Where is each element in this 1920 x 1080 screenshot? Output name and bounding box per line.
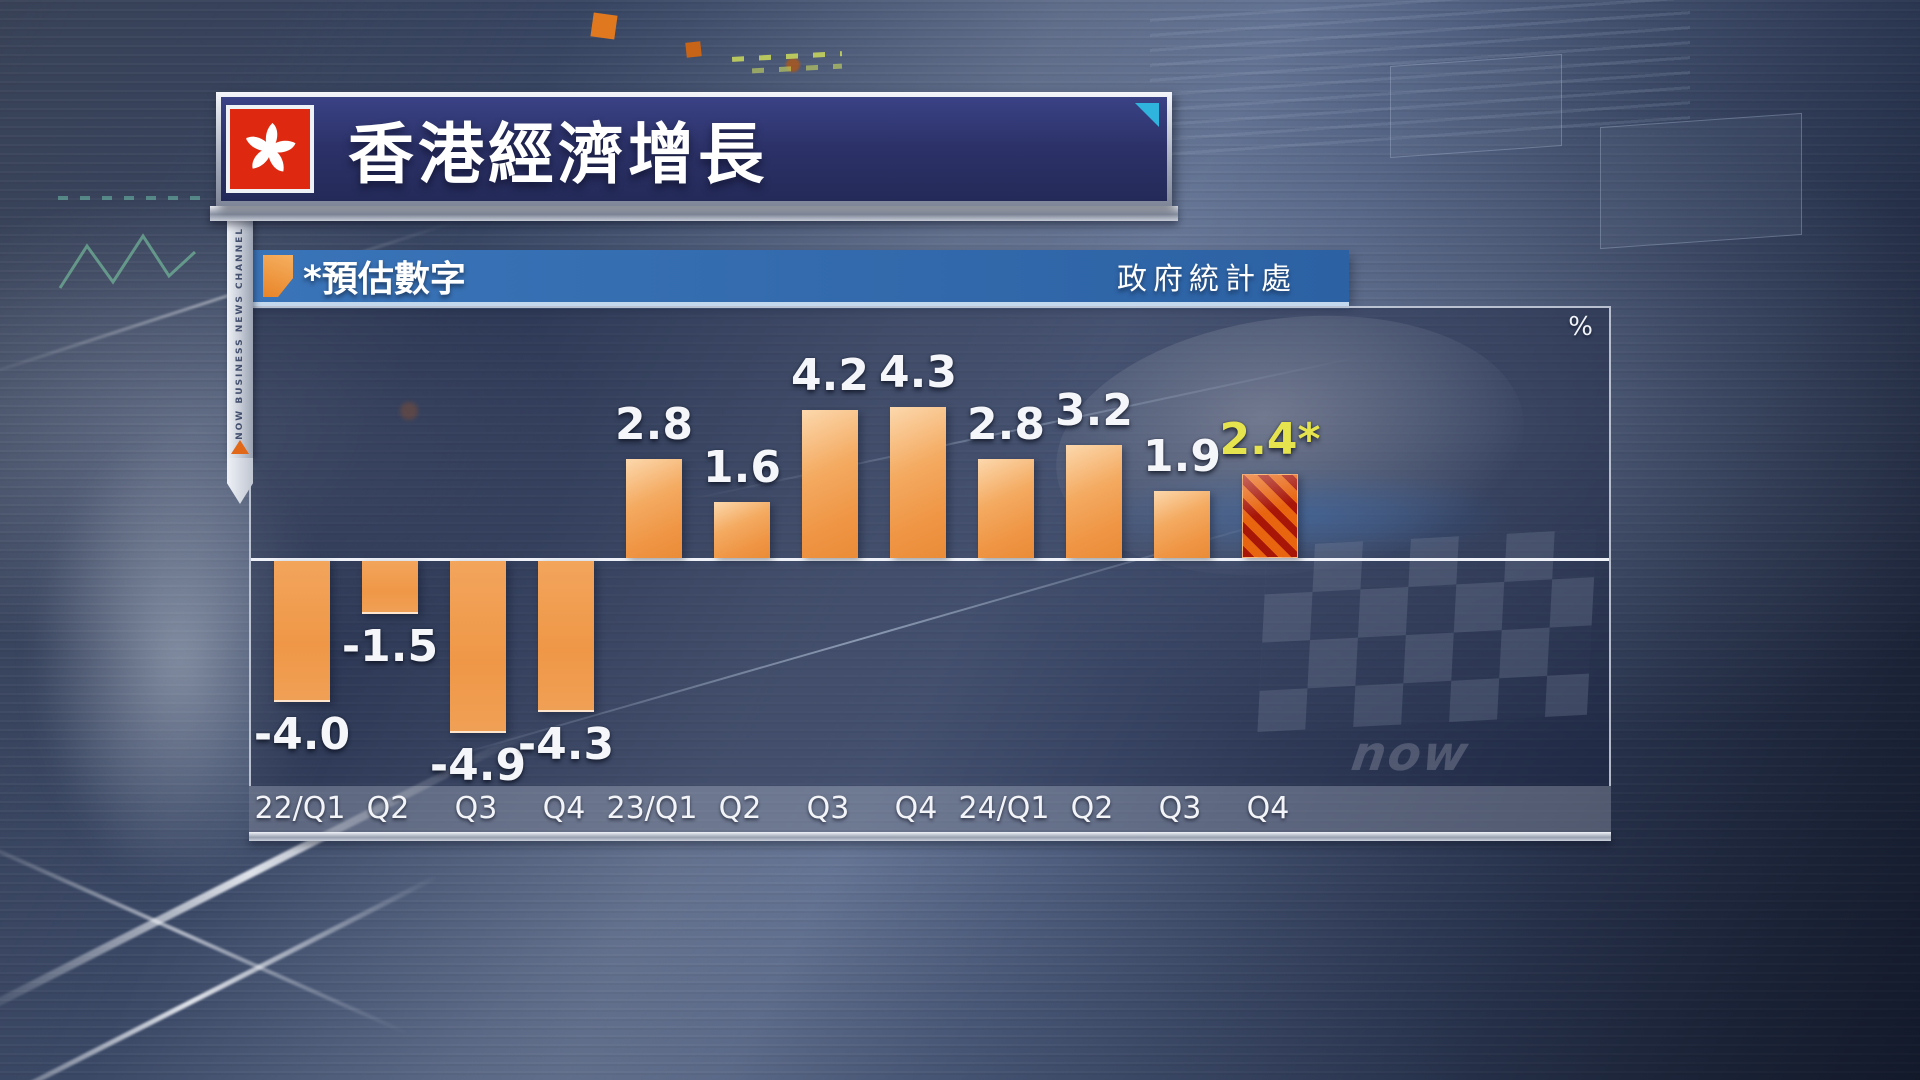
value-label-Q4: 2.4* (1219, 413, 1321, 465)
yellow-dash-accent (751, 63, 843, 74)
title-banner: 香港經濟增長 (216, 92, 1172, 206)
panel-box (1390, 53, 1562, 159)
legend-bar: *預估數字 政府統計處 (249, 250, 1349, 302)
bar-Q2 (714, 501, 770, 558)
value-label-Q4: 4.3 (879, 346, 957, 398)
teal-dash-accent (58, 196, 208, 200)
estimate-legend-note: *預估數字 (303, 259, 466, 300)
value-label-22/Q1: -4.0 (253, 708, 351, 760)
plot-area: % -4.0 -1.5 -4.9 -4.3 2.8 1.6 4.2 4.3 2.8 3.2 1.9 2… (249, 306, 1611, 786)
orange-square-accent (590, 12, 618, 40)
light-beam (0, 828, 410, 1036)
sparkline-decoration (58, 233, 197, 289)
banner-base-bar (210, 206, 1178, 221)
value-label-Q4: -4.3 (517, 719, 615, 771)
y-axis-unit-label: % (1568, 312, 1593, 342)
estimate-legend-marker-icon (263, 255, 293, 297)
hk-flag-icon (226, 105, 314, 193)
bar-Q3 (1154, 491, 1210, 558)
channel-name: NOW BUSINESS NEWS CHANNEL (235, 226, 245, 440)
value-label-Q2: 3.2 (1055, 385, 1133, 437)
x-axis-label-Q4: Q4 (1246, 791, 1290, 826)
page-title: 香港經濟增長 (348, 116, 768, 193)
orange-square-accent (685, 41, 702, 58)
bauhinia-flower-icon (246, 122, 296, 172)
value-label-Q2: 1.6 (703, 441, 781, 493)
chart-base-bar (249, 832, 1611, 841)
bar-chart: % -4.0 -1.5 -4.9 -4.3 2.8 1.6 4.2 4.3 2.8 3.2 1.9 2… (249, 306, 1611, 841)
x-axis: 22/Q1 Q2 Q3 Q4 23/Q1 Q2 Q3 Q4 24/Q1 Q2 Q3 Q4 (249, 786, 1611, 832)
bar-Q2 (362, 561, 418, 614)
channel-strip: NOW BUSINESS NEWS CHANNEL (227, 208, 253, 458)
bar-Q4 (538, 561, 594, 713)
bar-Q4 (1242, 473, 1298, 558)
panel-box (1600, 112, 1802, 250)
channel-strip-arrow-icon (231, 440, 249, 454)
data-source-label: 政府統計處 (1117, 262, 1297, 297)
banner-corner-accent (1135, 103, 1159, 127)
title-banner-inner: 香港經濟增長 (221, 97, 1167, 201)
light-beam (0, 873, 441, 1080)
orange-dot-accent (400, 402, 418, 420)
bar-24/Q1 (978, 459, 1034, 558)
value-label-Q2: -1.5 (341, 620, 439, 672)
